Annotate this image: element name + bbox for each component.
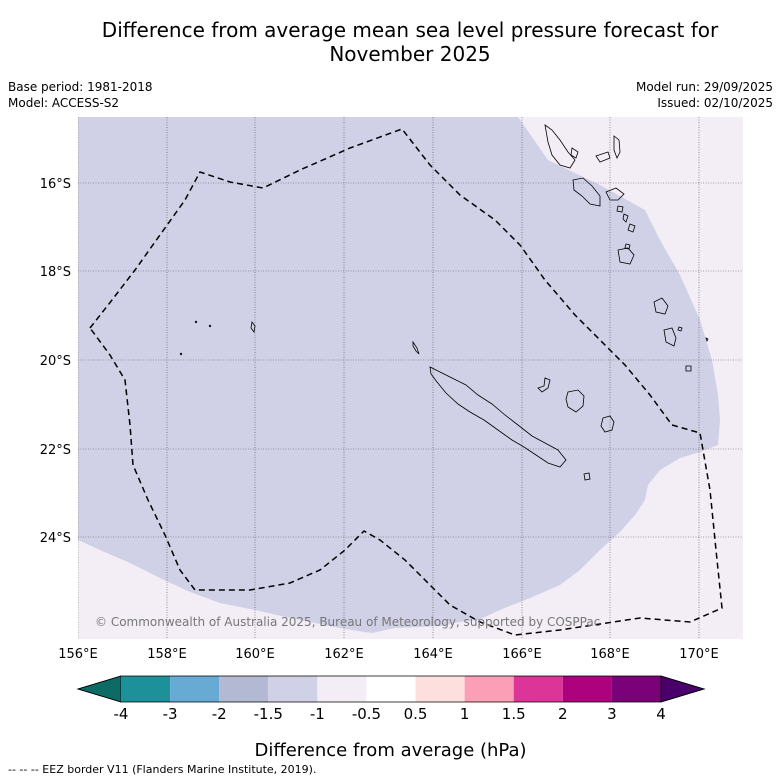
island-lifou — [565, 389, 585, 413]
colorbar-tick-label: 4 — [656, 705, 666, 723]
colorbar-extend-min — [76, 675, 122, 703]
map-area: © Commonwealth of Australia 2025, Bureau… — [78, 117, 743, 639]
colorbar-segment — [170, 676, 220, 702]
lat-label: 24°S — [40, 531, 71, 546]
eez-footnote: -- -- -- EEZ border V11 (Flanders Marine… — [8, 763, 317, 776]
copyright-notice: © Commonwealth of Australia 2025, Bureau… — [95, 615, 600, 629]
base-period: Base period: 1981-2018 — [8, 80, 153, 94]
lon-label: 166°E — [502, 647, 542, 662]
island-mare — [600, 415, 615, 433]
chart-title: Difference from average mean sea level p… — [40, 18, 780, 66]
chesterfield-islets — [179, 320, 256, 356]
issued-date: Issued: 02/10/2025 — [657, 96, 773, 110]
graticule — [78, 117, 743, 639]
island-pines — [583, 472, 591, 481]
colorbar-tick-label: -0.5 — [352, 705, 381, 723]
lon-label: 170°E — [679, 647, 719, 662]
colorbar-segment — [513, 676, 563, 702]
colorbar-tick-label: -3 — [163, 705, 178, 723]
model-run: Model run: 29/09/2025 — [635, 80, 773, 94]
colorbar-segment — [219, 676, 269, 702]
lat-label: 22°S — [40, 443, 71, 458]
colorbar-tick-label: -1.5 — [254, 705, 283, 723]
lon-label: 168°E — [590, 647, 630, 662]
colorbar-segment — [415, 676, 465, 702]
colorbar-tick-label: 1 — [460, 705, 470, 723]
colorbar-segment — [268, 676, 318, 702]
island-ouvea — [537, 377, 551, 393]
lon-label: 156°E — [58, 647, 98, 662]
meta-right: Model run: 29/09/2025 Issued: 02/10/2025 — [636, 79, 773, 111]
colorbar-segment — [317, 676, 367, 702]
eez-border — [89, 128, 723, 636]
title-line-1: Difference from average mean sea level p… — [101, 18, 719, 42]
negative-anomaly-field — [78, 117, 720, 633]
model-name: Model: ACCESS-S2 — [8, 96, 120, 110]
colorbar-tick-label: 0.5 — [404, 705, 428, 723]
lat-label: 18°S — [40, 265, 71, 280]
colorbar-segment — [562, 676, 612, 702]
lon-label: 160°E — [235, 647, 275, 662]
colorbar-outline — [76, 675, 706, 703]
lat-label: 20°S — [40, 354, 71, 369]
colorbar-segment — [121, 676, 171, 702]
colorbar-ticks: -4 -3 -2 -1.5 -1 -0.5 0.5 1 1.5 2 3 4 — [114, 705, 666, 723]
colorbar-segment — [366, 676, 416, 702]
colorbar-segment — [611, 676, 661, 702]
lon-label: 162°E — [324, 647, 364, 662]
title-line-2: November 2025 — [329, 42, 491, 66]
colorbar-tick-label: -1 — [310, 705, 325, 723]
new-caledonia-coast — [429, 366, 567, 468]
lon-label: 158°E — [147, 647, 187, 662]
colorbar-tick-label: 1.5 — [502, 705, 526, 723]
lat-label: 16°S — [40, 177, 71, 192]
island-belep — [412, 340, 420, 355]
colorbar-tick-label: 2 — [558, 705, 568, 723]
colorbar-segment — [464, 676, 514, 702]
colorbar — [76, 675, 706, 703]
meta-left: Base period: 1981-2018 Model: ACCESS-S2 — [8, 79, 153, 111]
lat-labels: 16°S 18°S 20°S 22°S 24°S — [40, 177, 71, 546]
colorbar-tick-label: 3 — [607, 705, 617, 723]
colorbar-label: Difference from average (hPa) — [254, 740, 527, 761]
lon-labels: 156°E 158°E 160°E 162°E 164°E 166°E 168°… — [58, 647, 719, 662]
colorbar-tick-label: -4 — [114, 705, 129, 723]
vanuatu-islands — [544, 124, 709, 372]
colorbar-extend-max — [660, 675, 706, 703]
colorbar-tick-label: -2 — [212, 705, 227, 723]
lon-label: 164°E — [413, 647, 453, 662]
